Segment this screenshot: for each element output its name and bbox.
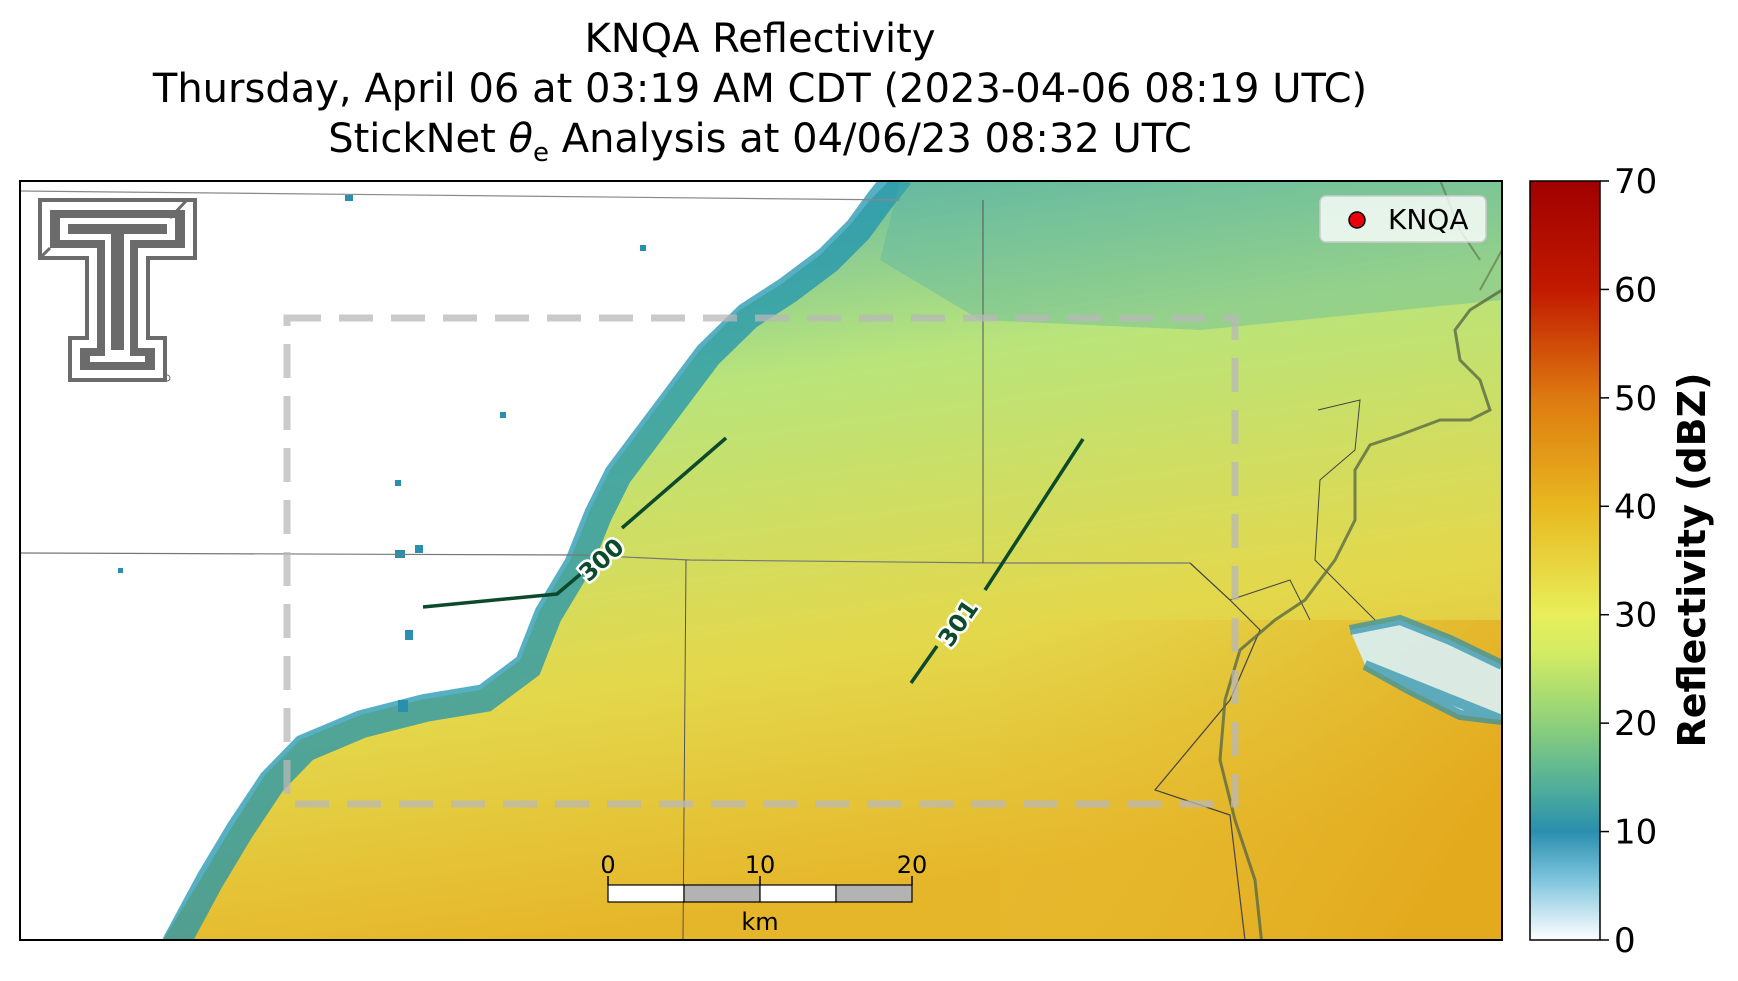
colorbar-tick-label: 60 <box>1614 270 1657 310</box>
analysis-domain-box <box>283 314 1239 808</box>
colorbar-label: Reflectivity (dBZ) <box>1670 372 1714 747</box>
colorbar-tick-label: 10 <box>1614 813 1657 853</box>
scale-bar: 0 10 20 km <box>600 851 927 936</box>
scale-tick-0: 0 <box>600 851 615 879</box>
scale-tick-20: 20 <box>897 851 928 879</box>
theta-e-contour-300 <box>422 436 728 609</box>
county-line-4 <box>1314 399 1376 621</box>
legend-frame <box>1319 195 1487 243</box>
colorbar: 0 10 20 30 40 50 60 70 Reflectivity (dBZ) <box>1529 162 1714 961</box>
analysis-suffix: Analysis at 04/06/23 08:32 UTC <box>548 116 1192 162</box>
mississippi-river <box>1218 288 1502 940</box>
figure-subtitle-time: Thursday, April 06 at 03:19 AM CDT (2023… <box>152 66 1368 112</box>
county-line-2 <box>682 559 687 940</box>
figure-title: KNQA Reflectivity <box>584 16 936 62</box>
state-boundary-middle <box>20 552 1190 564</box>
theta-subscript: e <box>532 138 549 168</box>
scale-unit: km <box>741 908 778 936</box>
colorbar-tick-label: 20 <box>1614 704 1657 744</box>
state-boundary-north <box>20 190 901 201</box>
colorbar-tick-label: 50 <box>1614 379 1657 419</box>
legend-box: KNQA <box>1319 195 1487 243</box>
theta-symbol: θ <box>508 116 533 162</box>
boundaries <box>20 190 1376 940</box>
figure-title-block: KNQA Reflectivity Thursday, April 06 at … <box>20 14 1500 178</box>
legend-label-knqa: KNQA <box>1388 203 1469 236</box>
colorbar-tick-label: 0 <box>1614 921 1636 961</box>
figure-subtitle-analysis: StickNet θe Analysis at 04/06/23 08:32 U… <box>20 114 1500 178</box>
scale-tick-10: 10 <box>745 851 776 879</box>
clear-pocket-east-edge <box>1349 614 1502 725</box>
texas-tech-double-t-logo <box>38 198 197 382</box>
map-frame <box>19 180 1503 941</box>
knqa-marker-icon <box>1348 211 1366 229</box>
colorbar-tick-label: 30 <box>1614 596 1657 636</box>
colorbar-ramp <box>1529 180 1601 941</box>
map-panel: 300 301 KNQA 0 10 20 <box>19 180 1503 941</box>
clear-pocket-east <box>1350 620 1502 720</box>
theta-e-contour-301 <box>909 438 1085 685</box>
county-line-5 <box>1229 579 1311 621</box>
colorbar-ticks: 0 10 20 30 40 50 60 70 <box>1600 162 1657 961</box>
analysis-prefix: StickNet <box>328 116 509 162</box>
colorbar-tick-label: 70 <box>1614 162 1657 202</box>
colorbar-tick-label: 40 <box>1614 487 1657 527</box>
